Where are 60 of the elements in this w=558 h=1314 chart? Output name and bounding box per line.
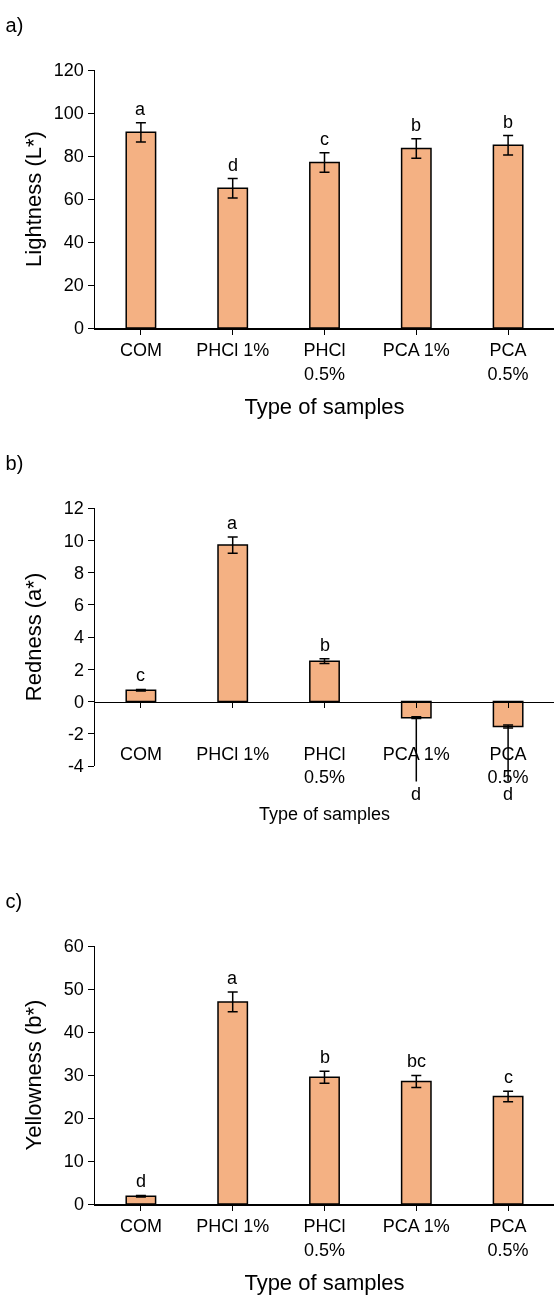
y-tick-label: 0: [73, 691, 84, 712]
y-tick-label: 30: [63, 1065, 84, 1086]
x-tick-label: PCA 0.5%: [487, 340, 529, 384]
y-tick-label: 4: [73, 627, 84, 648]
y-axis-title: Yellowness (b*): [20, 999, 46, 1151]
y-tick-label: 20: [63, 275, 84, 296]
x-axis-title: Type of samples: [244, 1270, 405, 1296]
annotation: c: [504, 1067, 513, 1087]
annotation: bc: [407, 1051, 427, 1071]
y-tick-label: 10: [63, 1151, 84, 1172]
x-tick-label: PHCl 0.5%: [303, 743, 346, 787]
y-tick-label: 100: [53, 103, 84, 124]
y-tick-label: 80: [63, 146, 84, 167]
y-tick-label: 8: [73, 562, 84, 583]
y-tick-label: 40: [63, 232, 84, 253]
y-tick-label: 0: [73, 1194, 84, 1215]
y-tick-label: 6: [73, 595, 84, 616]
annotation: b: [320, 635, 331, 655]
y-tick-label: 40: [63, 1022, 84, 1043]
y-tick-label: 60: [63, 936, 84, 957]
annotation: d: [411, 784, 422, 804]
x-tick-label: PHCl 0.5%: [303, 340, 346, 384]
x-tick-label: PHCl 1%: [196, 340, 270, 361]
y-tick-label: 12: [63, 498, 84, 519]
annotation: c: [320, 129, 329, 149]
chart-title: a): [5, 13, 24, 36]
annotation: d: [228, 155, 239, 175]
x-tick-label: PHCl 0.5%: [303, 1216, 346, 1260]
annotation: b: [411, 115, 422, 135]
y-tick-label: 50: [63, 979, 84, 1000]
y-axis-title: Lightness (L*): [20, 131, 46, 267]
annotation: d: [503, 784, 514, 804]
y-tick-label: 60: [63, 189, 84, 210]
y-tick-label: -2: [67, 724, 84, 745]
x-tick-label: COM: [119, 340, 162, 361]
y-tick-label: 2: [73, 659, 84, 680]
x-tick-label: COM: [119, 1216, 162, 1237]
chart-title: c): [5, 889, 23, 912]
x-tick-label: PCA 1%: [382, 340, 450, 361]
y-tick-label: 10: [63, 530, 84, 551]
y-tick-label: 120: [53, 60, 84, 81]
y-tick-label: 0: [73, 318, 84, 339]
y-tick-label: 20: [63, 1108, 84, 1129]
x-tick-label: PCA 1%: [382, 1216, 450, 1237]
annotation: a: [135, 99, 146, 119]
y-tick-label: -4: [67, 756, 84, 777]
x-tick-label: PHCl 1%: [196, 1216, 270, 1237]
x-axis-title: Type of samples: [244, 394, 405, 420]
annotation: a: [227, 513, 238, 533]
y-axis-title: Redness (a*): [20, 572, 46, 702]
x-tick-label: COM: [119, 743, 162, 764]
x-axis-title: Type of samples: [259, 804, 391, 824]
chart-title: b): [5, 451, 24, 474]
annotation: b: [503, 112, 514, 132]
annotation: d: [136, 1171, 147, 1191]
x-tick-label: PHCl 1%: [196, 743, 270, 764]
annotation: c: [136, 665, 145, 685]
x-tick-label: PCA 0.5%: [487, 1216, 529, 1260]
annotation: b: [320, 1047, 331, 1067]
annotation: a: [227, 968, 238, 988]
